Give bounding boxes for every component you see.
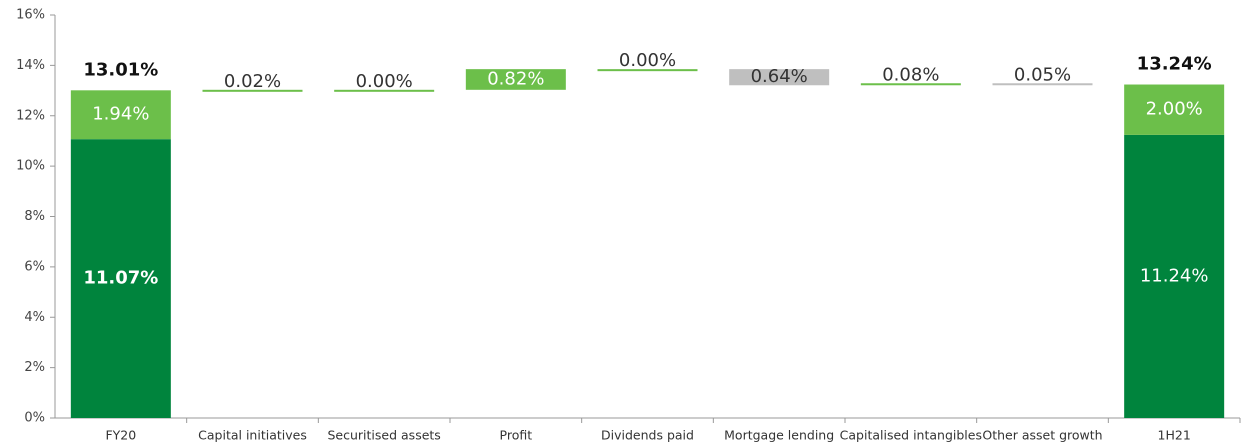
x-tick-label: Mortgage lending (724, 428, 834, 443)
base-bar (1124, 134, 1225, 418)
y-tick-label: 14% (16, 58, 45, 73)
x-tick-label: Capitalised intangibles (840, 428, 982, 443)
change-label: 0.02% (224, 71, 281, 92)
y-tick-label: 2% (24, 360, 45, 375)
top-bar (70, 90, 171, 140)
change-bar (860, 83, 961, 86)
x-tick-label: 1H21 (1158, 428, 1191, 443)
change-label: 0.05% (1014, 64, 1071, 85)
x-tick-label: Profit (500, 428, 533, 443)
x-tick-label: Capital initiatives (198, 428, 307, 443)
y-tick-label: 6% (24, 259, 45, 274)
y-tick-label: 16% (16, 8, 45, 23)
change-label: 0.00% (619, 50, 676, 71)
change-bar (202, 89, 303, 92)
change-bar (729, 69, 830, 86)
y-tick-label: 8% (24, 209, 45, 224)
change-label: 0.64% (751, 66, 808, 87)
change-label: 0.08% (882, 64, 939, 85)
y-tick-label: 4% (24, 310, 45, 325)
x-tick-label: FY20 (105, 428, 136, 443)
y-tick-label: 12% (16, 108, 45, 123)
change-bar (465, 69, 566, 90)
y-tick-label: 10% (16, 159, 45, 174)
top-bar (1124, 84, 1225, 135)
total-label: 13.01% (83, 59, 158, 80)
change-bar (597, 69, 698, 72)
x-tick-label: Securitised assets (328, 428, 441, 443)
change-label: 0.00% (356, 71, 413, 92)
total-label: 13.24% (1137, 54, 1212, 75)
top-label: 1.94% (92, 104, 149, 125)
x-tick-label: Dividends paid (601, 428, 694, 443)
change-bar (992, 83, 1093, 86)
top-label: 2.00% (1146, 99, 1203, 120)
y-tick-label: 0% (24, 411, 45, 426)
x-tick-label: Other asset growth (982, 428, 1102, 443)
change-bar (334, 89, 435, 92)
base-bar (70, 139, 171, 418)
base-label: 11.24% (1140, 265, 1209, 286)
base-label: 11.07% (83, 268, 158, 289)
change-label: 0.82% (487, 68, 544, 89)
